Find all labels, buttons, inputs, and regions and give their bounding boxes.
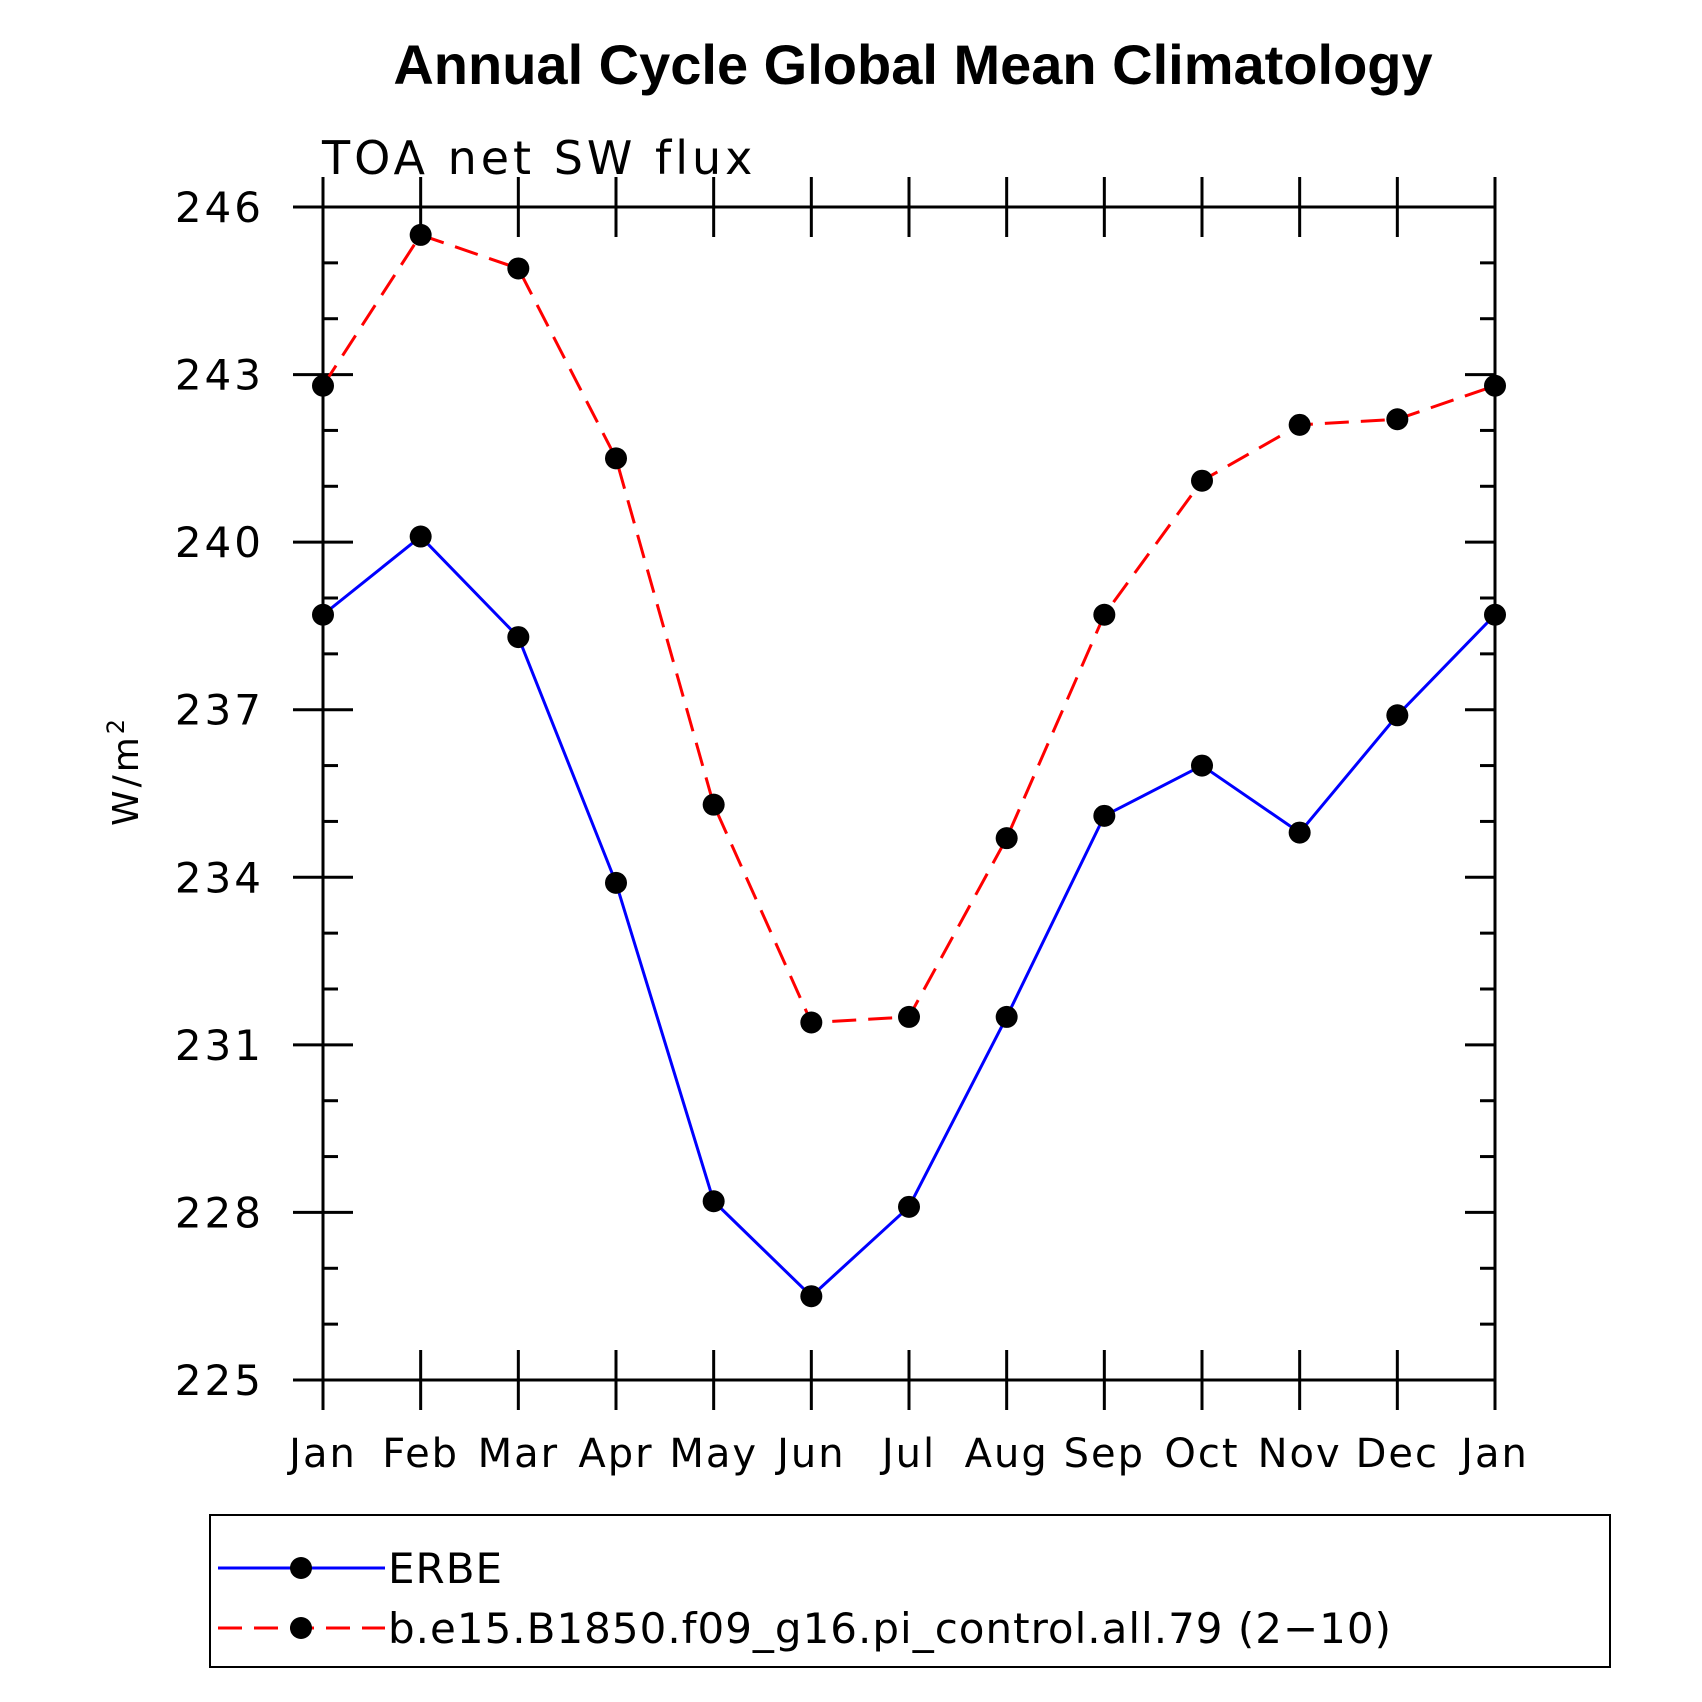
x-tick-label: Mar <box>478 1431 559 1477</box>
data-point <box>800 1285 823 1308</box>
data-point <box>995 827 1018 850</box>
data-point <box>409 525 432 548</box>
data-point <box>702 793 725 816</box>
y-axis: 225 228 231 234 237 240 243 246 <box>175 183 1495 1405</box>
y-tick-label: 228 <box>175 1188 264 1237</box>
y-tick-label: 234 <box>175 853 264 902</box>
y-axis-label-superscript: 2 <box>102 716 130 734</box>
x-tick-label: Feb <box>382 1431 459 1477</box>
data-point <box>507 257 530 280</box>
data-point <box>1093 603 1116 626</box>
x-axis: Jan Feb Mar Apr May Jun Jul Aug Sep Oct Nov Dec Jan <box>286 177 1529 1477</box>
x-tick-label: Jul <box>879 1431 936 1477</box>
data-point <box>1386 408 1409 431</box>
data-point <box>1191 754 1213 777</box>
y-tick-label: 225 <box>175 1356 264 1405</box>
x-tick-label: Dec <box>1356 1431 1439 1477</box>
plot-series <box>312 223 1506 1308</box>
data-point <box>1288 821 1311 844</box>
series-0 <box>312 525 1506 1308</box>
x-tick-label: Nov <box>1258 1431 1342 1477</box>
legend-box <box>209 1514 1611 1668</box>
data-point <box>1288 413 1311 436</box>
series-1 <box>312 223 1506 1034</box>
y-axis-label-text: W/m <box>106 734 147 826</box>
legend-label: b.e15.B1850.f09_g16.pi_control.all.79 (2… <box>388 1604 1392 1653</box>
data-point <box>605 447 627 470</box>
x-tick-label: Jan <box>1458 1431 1529 1477</box>
y-tick-label: 240 <box>175 518 264 567</box>
x-tick-label: Apr <box>578 1431 653 1477</box>
x-tick-label: Jun <box>774 1431 846 1477</box>
x-tick-label: Sep <box>1064 1431 1145 1477</box>
data-point <box>1484 603 1506 626</box>
data-point <box>312 374 334 397</box>
series-line <box>321 233 1496 1025</box>
chart-subtitle: TOA net SW flux <box>321 131 756 185</box>
legend-label: ERBE <box>388 1544 503 1593</box>
y-tick-label: 237 <box>175 686 264 735</box>
data-point <box>312 603 334 626</box>
data-point <box>605 871 627 894</box>
legend-marker <box>290 1617 312 1639</box>
data-point <box>507 626 530 649</box>
chart-title: Annual Cycle Global Mean Climatology <box>393 33 1432 96</box>
y-tick-label: 243 <box>175 351 264 400</box>
y-axis-label: W/m2 <box>102 716 147 826</box>
x-tick-label: Aug <box>965 1431 1049 1477</box>
legend-marker <box>290 1557 312 1579</box>
series-line <box>322 535 1497 1298</box>
data-point <box>702 1190 725 1213</box>
data-point <box>898 1005 920 1028</box>
data-point <box>1191 469 1213 492</box>
x-tick-label: Oct <box>1164 1431 1239 1477</box>
y-tick-label: 246 <box>175 183 264 232</box>
x-tick-label: Jan <box>286 1431 357 1477</box>
y-tick-label: 231 <box>175 1021 264 1070</box>
x-tick-label: May <box>669 1431 758 1477</box>
data-point <box>1484 374 1506 397</box>
data-point <box>409 223 432 246</box>
data-point <box>995 1005 1018 1028</box>
data-point <box>800 1011 823 1034</box>
data-point <box>898 1195 920 1218</box>
data-point <box>1093 804 1116 827</box>
svg-text:W/m2: W/m2 <box>102 716 147 826</box>
legend: ERBE b.e15.B1850.f09_g16.pi_control.all.7… <box>209 1514 1611 1668</box>
data-point <box>1386 704 1409 727</box>
